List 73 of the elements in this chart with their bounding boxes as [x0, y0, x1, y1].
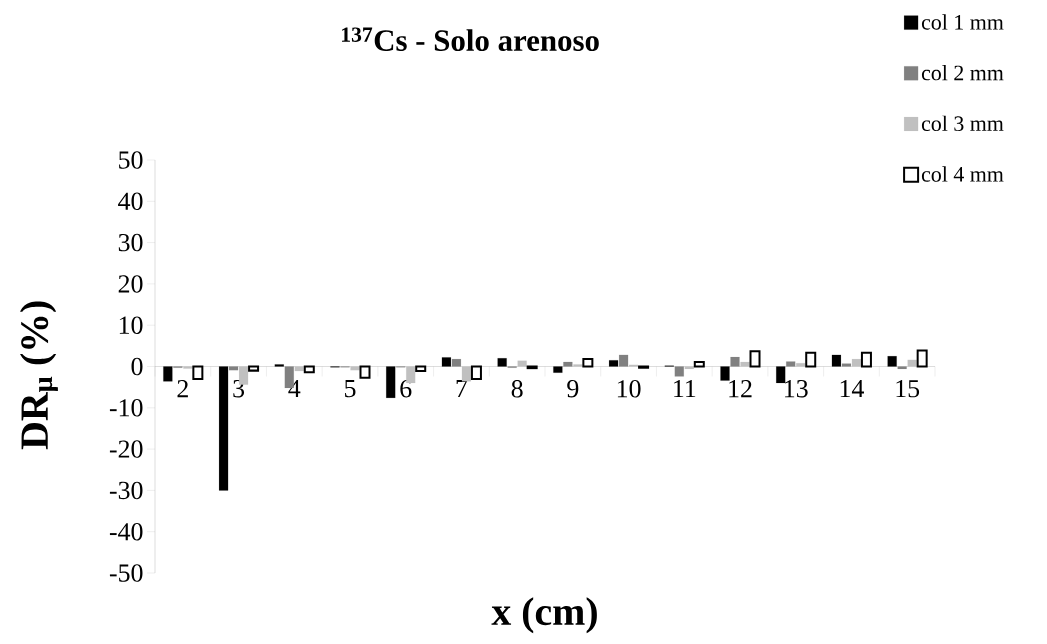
x-tick-label: 13 [785, 380, 808, 398]
bar [451, 359, 461, 367]
bar [851, 359, 861, 367]
bar [573, 364, 583, 367]
bar [749, 350, 761, 368]
bar [887, 356, 897, 367]
bar [786, 361, 796, 367]
legend-label: col 3 mm [921, 115, 1004, 132]
y-tick-label: 50 [119, 151, 143, 169]
bar [274, 364, 284, 367]
bar [350, 366, 360, 371]
x-tick-label: 5 [345, 380, 356, 398]
bar [776, 366, 786, 384]
bar [163, 366, 173, 382]
bar [619, 354, 629, 367]
bar [219, 366, 229, 491]
y-tick-label: 40 [118, 192, 143, 211]
bar [674, 366, 684, 377]
bar [841, 363, 851, 367]
bar [740, 361, 750, 367]
bar [897, 366, 907, 370]
bar [303, 365, 315, 374]
bar [805, 351, 817, 368]
x-tick-label: 9 [567, 380, 579, 398]
bar [831, 354, 841, 367]
x-tick-label: 10 [617, 380, 641, 398]
x-tick-label: 12 [729, 380, 752, 398]
x-tick-label: 15 [896, 380, 920, 398]
bar [470, 365, 482, 380]
bar [860, 351, 872, 368]
bar [609, 360, 619, 367]
bar [916, 349, 928, 368]
bar [461, 366, 471, 382]
legend-label: col 1 mm [921, 14, 1004, 30]
bar [684, 366, 694, 370]
bar [720, 366, 730, 381]
bar [441, 357, 451, 367]
legend-label: col 2 mm [921, 64, 1004, 81]
bar [359, 365, 371, 379]
bar [517, 360, 527, 367]
bar [582, 358, 594, 368]
x-tick-label: 8 [511, 380, 523, 398]
bar [796, 363, 806, 367]
x-tick-label: 14 [840, 380, 864, 398]
bar [229, 366, 239, 371]
bar [248, 365, 260, 372]
y-tick-label: -20 [109, 440, 143, 458]
y-tick-label: -40 [109, 522, 143, 541]
y-tick-label: -10 [109, 399, 143, 417]
x-tick-label: 11 [674, 380, 696, 398]
bar [563, 361, 573, 367]
bar [415, 365, 427, 373]
y-tick-label: 20 [118, 275, 143, 293]
bar [730, 356, 740, 367]
bar [183, 366, 193, 369]
y-tick-label: 30 [118, 233, 143, 252]
bar [192, 365, 204, 380]
bar [294, 366, 304, 372]
bar [497, 358, 507, 367]
bar [907, 359, 917, 367]
x-tick-label: 4 [288, 380, 301, 398]
bar [693, 360, 705, 368]
x-axis-title: x (cm) [491, 597, 597, 634]
y-tick-label: 10 [119, 316, 143, 334]
y-tick-label: -50 [109, 564, 143, 582]
chart-title: $^{137}$Cs - Solo arenoso [342, 27, 599, 51]
bar [553, 366, 563, 373]
legend-label: col 4 mm [921, 166, 1004, 182]
y-tick-label: -30 [109, 481, 143, 500]
x-tick-label: 2 [177, 380, 188, 398]
bar [386, 366, 396, 398]
y-axis-title: DR$_{μ}$ (%) [20, 301, 58, 450]
y-tick-label: 0 [131, 357, 143, 376]
